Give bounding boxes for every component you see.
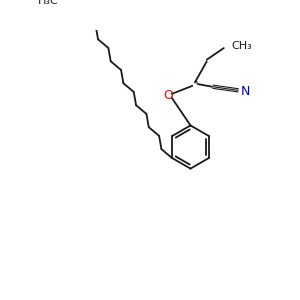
Text: N: N — [241, 85, 250, 98]
Text: *: * — [194, 80, 198, 88]
Text: H₃C: H₃C — [38, 0, 58, 6]
Text: CH₃: CH₃ — [231, 41, 252, 51]
Text: O: O — [163, 89, 173, 102]
